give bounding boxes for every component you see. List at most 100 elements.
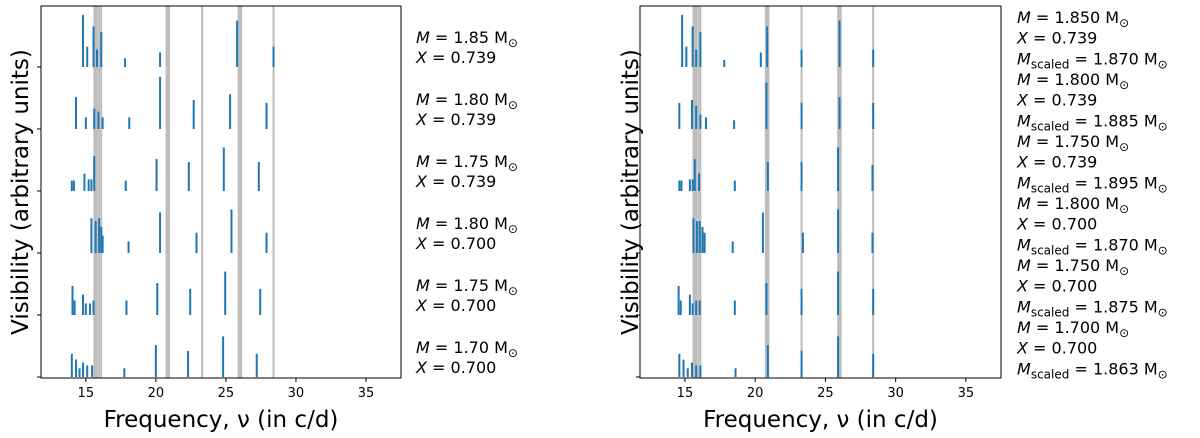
model-label-line: Mscaled = 1.875 M⊙ [1017,297,1168,319]
frequency-bar [703,232,706,253]
frequency-bar [837,209,840,253]
frequency-bar [688,179,691,191]
observed-frequencies [692,6,875,378]
model-row-4 [636,209,874,254]
model-row-3 [636,147,874,192]
frequency-bar [187,350,190,377]
frequency-bar [761,212,764,253]
frequency-bar [699,32,702,67]
model-label-line: M = 1.700 M⊙ [1017,318,1129,340]
observed-frequencies [93,6,275,378]
plot-frame [639,5,1002,379]
frequency-bar [82,362,85,377]
y-axis-label: Visibility (arbitrary units) [8,49,34,335]
frequency-bar [872,49,875,67]
frequency-bar [272,46,275,67]
frequency-bar [265,232,268,253]
observed-frequency-line [697,6,700,378]
frequency-bar [692,218,695,253]
model-row-3 [37,147,260,192]
model-label-line: X = 0.700 [1016,277,1097,296]
frequency-bar [766,26,769,67]
frequency-bar [837,336,840,377]
frequency-bar [230,209,233,253]
frequency-bar [731,241,734,253]
frequency-bar [82,14,85,68]
frequency-bar [800,49,803,67]
frequency-bar [800,102,803,129]
frequency-bar [691,26,694,67]
x-tick-label: 15 [677,386,694,401]
frequency-bar [70,180,73,191]
frequency-bar [265,102,268,129]
model-label-line: X = 0.739 [415,48,496,67]
observed-frequency-line [764,6,770,378]
frequency-bar [678,353,681,377]
x-axis-label: Frequency, ν (in c/d) [104,407,339,433]
frequency-bar [695,105,698,129]
model-row-2 [636,82,875,130]
frequency-bar [690,100,693,129]
frequency-bar [93,108,96,129]
frequency-bar [723,60,726,67]
frequency-bar [871,232,874,253]
model-label-line: X = 0.739 [415,110,496,129]
model-label-line: Mscaled = 1.885 M⊙ [1017,111,1168,133]
model-label-line: M = 1.800 M⊙ [1017,70,1129,92]
observed-frequency-line [100,6,103,378]
model-label-line: M = 1.850 M⊙ [1017,8,1129,30]
x-tick-label: 35 [958,386,975,401]
frequency-bar [155,159,158,191]
frequency-bar [159,52,162,67]
model-label-line: M = 1.85 M⊙ [416,28,518,50]
model-label-line: Mscaled = 1.863 M⊙ [1017,359,1168,381]
frequency-bar [195,232,198,253]
model-label-line: X = 0.739 [1016,91,1097,110]
frequency-bar [192,100,195,129]
observed-frequency-line [837,6,842,378]
frequency-bar [685,46,688,67]
model-label-line: X = 0.700 [415,296,496,315]
frequency-bar [96,49,99,67]
model-label-line: M = 1.70 M⊙ [416,338,518,360]
model-row-1 [37,14,275,68]
model-label-line: M = 1.750 M⊙ [1017,132,1129,154]
frequency-bar [682,359,685,377]
model-label-line: X = 0.700 [415,234,496,253]
frequency-bar [255,353,258,377]
model-row-4 [37,209,268,254]
model-label-line: M = 1.75 M⊙ [416,276,518,298]
x-tick-label: 35 [358,386,375,401]
frequency-bar [690,362,693,377]
frequency-bar [71,286,74,315]
frequency-bar [695,221,698,253]
frequency-bar [693,159,696,191]
frequency-bar [125,300,128,315]
frequency-bar [89,303,92,315]
frequency-bar [695,49,698,67]
plot-frame [40,5,402,379]
frequency-bar [124,180,127,191]
model-row-1 [636,14,875,68]
frequency-bar [100,226,103,253]
observed-frequency-line [165,6,171,378]
y-axis-label: Visibility (arbitrary units) [618,49,644,335]
frequency-bar [92,26,95,67]
frequency-bar [229,94,232,129]
frequency-bar [679,300,682,315]
x-tick-label: 30 [288,386,305,401]
frequency-bar [236,20,239,68]
frequency-bar [92,300,95,315]
frequency-bar [734,368,737,377]
observed-frequency-line [237,6,243,378]
frequency-bar [127,241,130,253]
frequency-bar [154,345,157,377]
frequency-bar [187,162,190,191]
frequency-bar [86,365,89,377]
frequency-bar [697,173,700,191]
model-row-2 [37,76,268,130]
frequency-bar [222,147,225,191]
frequency-bar [222,336,225,377]
x-tick-label: 15 [78,386,95,401]
